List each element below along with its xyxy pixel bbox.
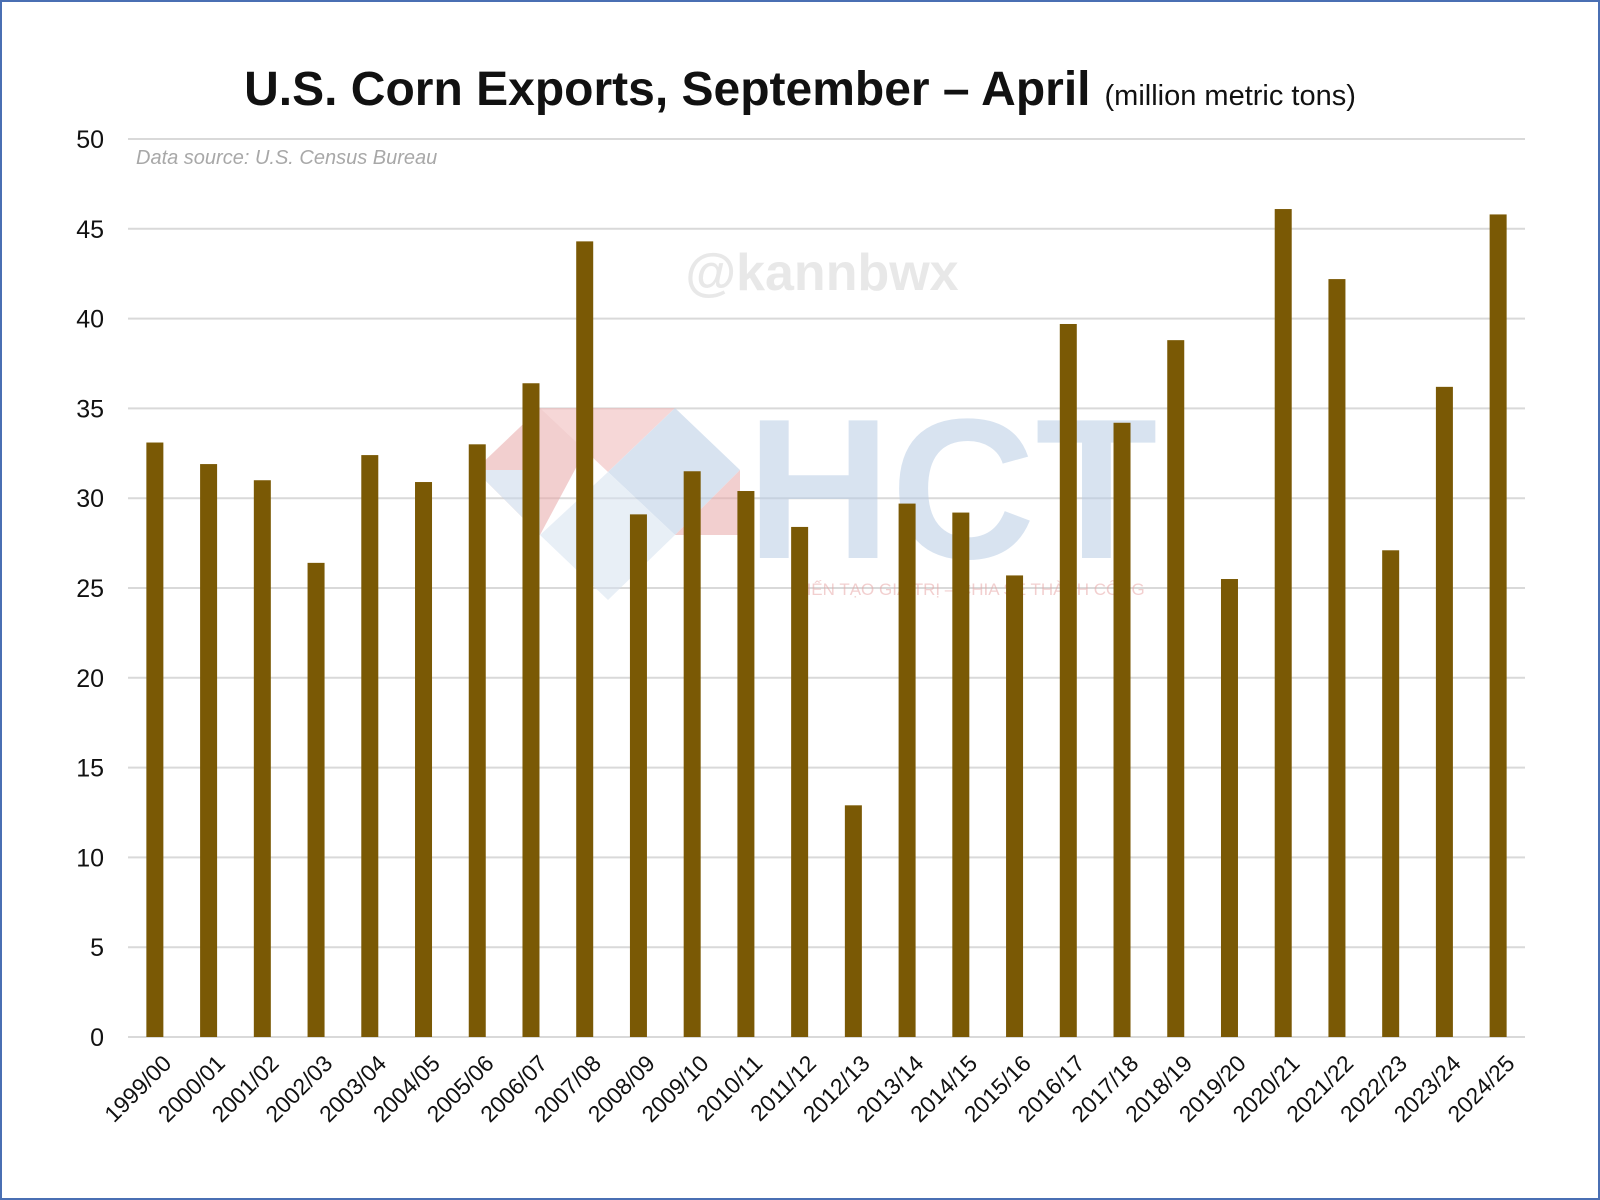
bar-2004-05 [415, 482, 433, 1037]
y-tick-label: 15 [76, 755, 104, 783]
bar-2001-02 [253, 480, 271, 1037]
data-source-note: Data source: U.S. Census Bureau [136, 147, 438, 169]
bar-1999-00 [146, 442, 164, 1037]
bar-2007-08 [576, 241, 594, 1037]
bar-2021-22 [1328, 279, 1346, 1037]
bar-2015-16 [1006, 575, 1024, 1037]
title-main: U.S. Corn Exports, September – April [244, 63, 1091, 116]
bar-2011-12 [791, 526, 809, 1037]
y-tick-label: 45 [76, 216, 104, 244]
x-axis-ticks: 1999/002000/012001/022002/032003/042004/… [99, 1050, 1519, 1127]
bar-2003-04 [361, 455, 379, 1037]
y-tick-label: 50 [76, 126, 104, 154]
bar-2018-19 [1167, 340, 1185, 1038]
y-tick-label: 5 [90, 934, 104, 962]
bar-2016-17 [1059, 323, 1077, 1037]
bar-2006-07 [522, 383, 540, 1038]
bar-2013-14 [898, 503, 916, 1037]
y-axis-ticks: 0 5 10 15 20 25 30 35 40 45 50 [76, 126, 104, 1052]
y-tick-label: 0 [90, 1024, 104, 1052]
watermark-layer: @kannbwx HCT KIẾN TẠO GIÁ TRỊ – CHIA SẺ … [475, 244, 1158, 601]
hct-logo-text: HCT [746, 378, 1157, 601]
title-unit: (million metric tons) [1104, 80, 1356, 112]
y-tick-label: 40 [76, 306, 104, 334]
chart-title: U.S. Corn Exports, September – April (mil… [0, 62, 1600, 117]
bar-2022-23 [1382, 550, 1400, 1037]
bar-2009-10 [683, 471, 701, 1037]
bar-2023-24 [1435, 386, 1453, 1037]
bar-2017-18 [1113, 422, 1131, 1037]
y-tick-label: 20 [76, 665, 104, 693]
hct-logo-tagline: KIẾN TẠO GIÁ TRỊ – CHIA SẺ THÀNH CÔNG [795, 580, 1145, 599]
bar-2010-11 [737, 491, 755, 1037]
y-tick-label: 10 [76, 844, 104, 872]
y-tick-label: 35 [76, 395, 104, 423]
bar-2012-13 [844, 805, 862, 1037]
bar-2000-01 [200, 464, 218, 1037]
y-tick-label: 25 [76, 575, 104, 603]
y-tick-label: 30 [76, 485, 104, 513]
bar-2019-20 [1220, 579, 1238, 1037]
bar-2024-25 [1489, 214, 1507, 1037]
bar-2002-03 [307, 562, 325, 1037]
handle-watermark: @kannbwx [685, 244, 958, 302]
grid-layer [128, 138, 1525, 1038]
hct-logo-watermark: HCT KIẾN TẠO GIÁ TRỊ – CHIA SẺ THÀNH CÔN… [475, 378, 1158, 601]
bar-layer [146, 209, 1507, 1038]
bar-2014-15 [952, 512, 970, 1037]
bar-2020-21 [1274, 209, 1292, 1037]
bar-2008-09 [629, 514, 647, 1037]
bar-2005-06 [468, 444, 486, 1037]
